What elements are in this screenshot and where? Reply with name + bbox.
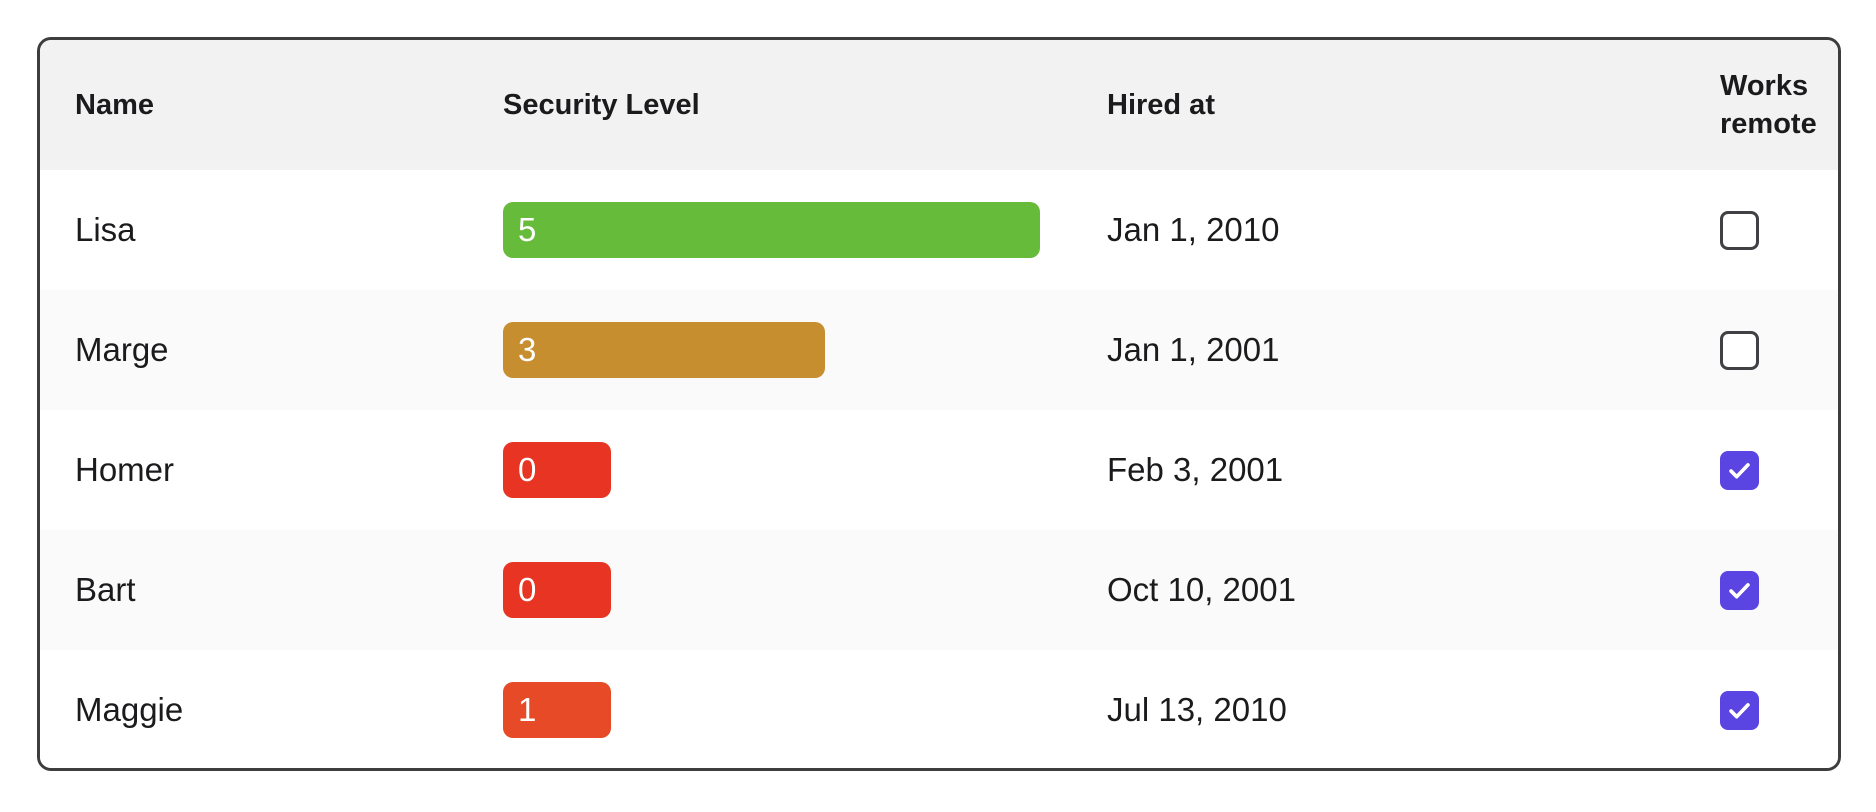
name-cell: Marge xyxy=(75,331,169,368)
name-cell: Maggie xyxy=(75,691,184,728)
table-body: Lisa 5 Jan 1, 2010 Marge 3 Jan 1, 2001 xyxy=(40,170,1838,768)
hired-at-cell: Jul 13, 2010 xyxy=(1107,691,1287,728)
security-level-cell: 0 xyxy=(468,562,1072,618)
works-remote-checkbox[interactable] xyxy=(1720,690,1759,730)
security-level-cell: 0 xyxy=(468,442,1072,498)
works-remote-cell xyxy=(1685,450,1838,490)
hired-at-cell: Jan 1, 2010 xyxy=(1107,211,1280,248)
works-remote-checkbox[interactable] xyxy=(1720,210,1759,250)
employees-table: Name Security Level Hired at Works remot… xyxy=(37,37,1841,771)
works-remote-checkbox[interactable] xyxy=(1720,570,1759,610)
hired-at-cell: Feb 3, 2001 xyxy=(1107,451,1284,488)
security-level-bar: 3 xyxy=(503,322,826,378)
name-cell: Homer xyxy=(75,451,175,488)
checkmark-icon xyxy=(1729,582,1750,598)
table-header-row: Name Security Level Hired at Works remot… xyxy=(40,40,1838,170)
security-level-bar: 0 xyxy=(503,442,611,498)
name-cell: Bart xyxy=(75,571,136,608)
column-header-name: Name xyxy=(75,88,154,121)
checkmark-icon xyxy=(1729,462,1750,478)
table-row: Bart 0 Oct 10, 2001 xyxy=(40,530,1838,650)
table-row: Lisa 5 Jan 1, 2010 xyxy=(40,170,1838,290)
security-level-cell: 5 xyxy=(468,202,1072,258)
column-header-security-level: Security Level xyxy=(503,88,700,121)
checkmark-icon xyxy=(1729,702,1750,718)
table-row: Homer 0 Feb 3, 2001 xyxy=(40,410,1838,530)
name-cell: Lisa xyxy=(75,211,136,248)
works-remote-cell xyxy=(1685,570,1838,610)
security-level-cell: 1 xyxy=(468,682,1072,738)
hired-at-cell: Jan 1, 2001 xyxy=(1107,331,1280,368)
security-level-cell: 3 xyxy=(468,322,1072,378)
hired-at-cell: Oct 10, 2001 xyxy=(1107,571,1296,608)
works-remote-cell xyxy=(1685,690,1838,730)
works-remote-checkbox[interactable] xyxy=(1720,450,1759,490)
column-header-works-remote: Works remote xyxy=(1720,69,1817,140)
works-remote-cell xyxy=(1685,330,1838,370)
security-level-bar: 1 xyxy=(503,682,611,738)
table-row: Marge 3 Jan 1, 2001 xyxy=(40,290,1838,410)
works-remote-cell xyxy=(1685,210,1838,250)
works-remote-checkbox[interactable] xyxy=(1720,330,1759,370)
table-row: Maggie 1 Jul 13, 2010 xyxy=(40,650,1838,768)
security-level-bar: 5 xyxy=(503,202,1040,258)
column-header-hired-at: Hired at xyxy=(1107,88,1215,121)
security-level-bar: 0 xyxy=(503,562,611,618)
